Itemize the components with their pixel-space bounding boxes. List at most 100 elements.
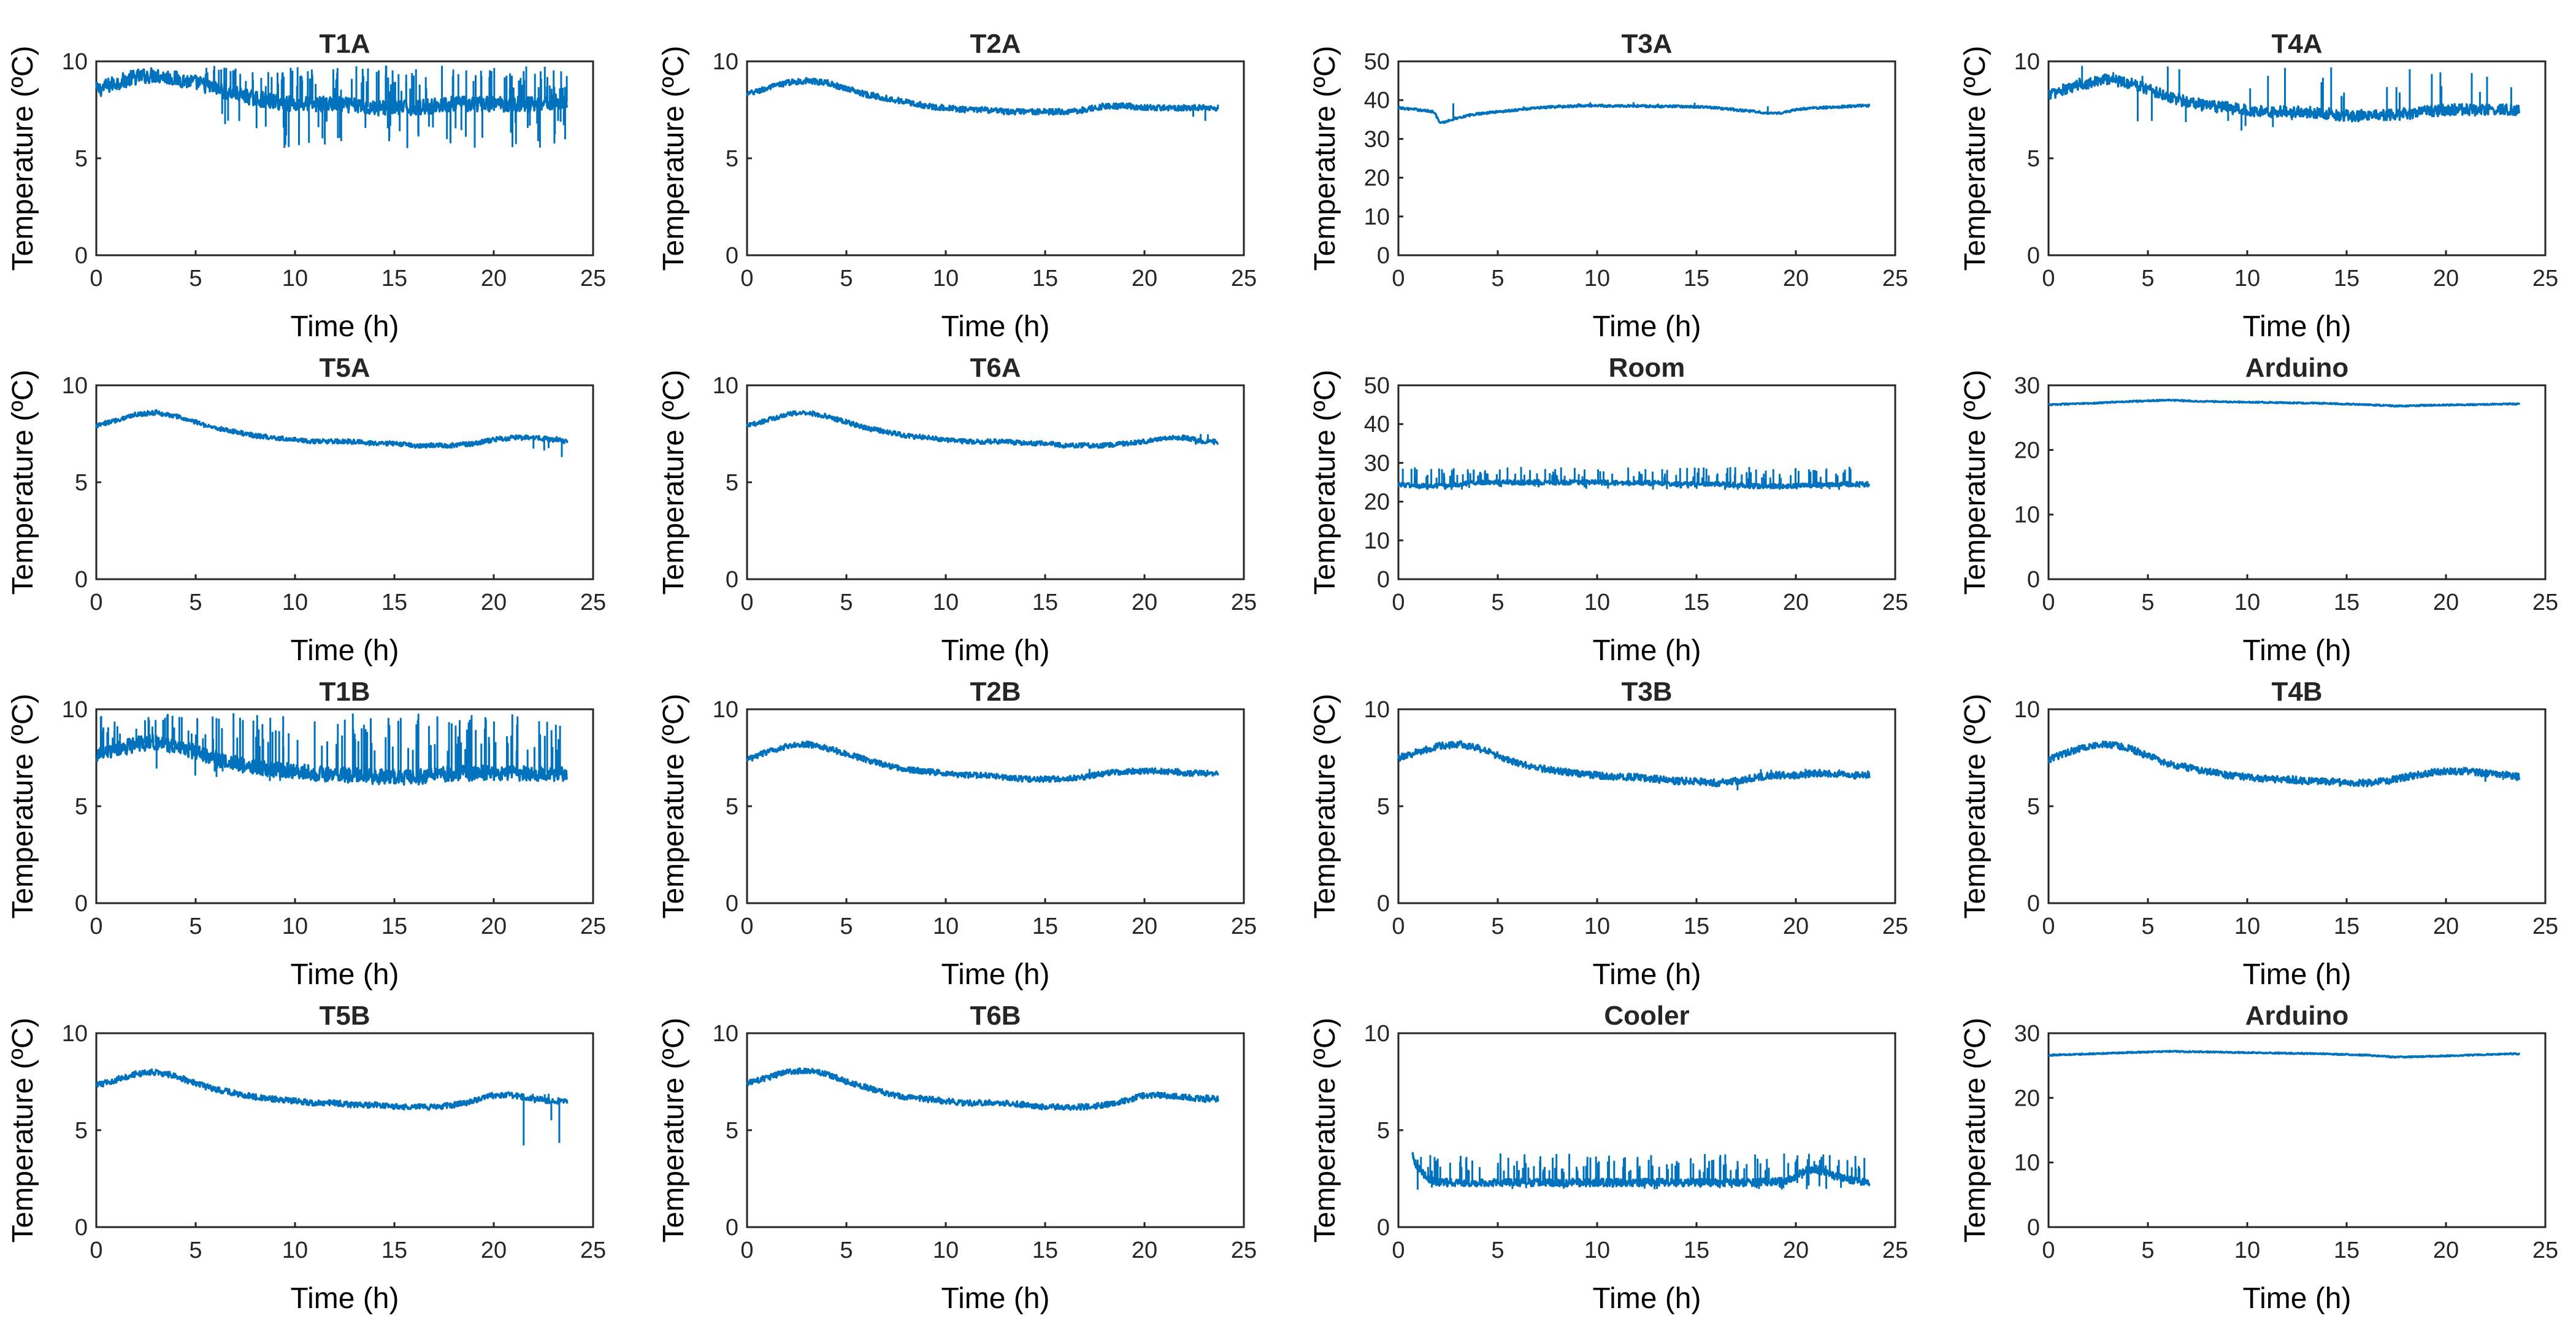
plot-axes-frame [746, 384, 1245, 580]
y-axis-label: Temperature (ºC) [7, 46, 39, 271]
x-tick-label: 15 [2334, 1238, 2359, 1263]
x-tick-label: 20 [2433, 266, 2459, 291]
x-tick-label: 25 [2532, 1238, 2558, 1263]
data-series-line [746, 410, 1219, 449]
x-axis-label: Time (h) [2243, 1282, 2352, 1315]
x-tick-label: 0 [1392, 590, 1405, 615]
x-tick-label: 20 [2433, 590, 2459, 615]
y-tick-label: 5 [75, 794, 88, 820]
x-tick-label: 0 [740, 1238, 753, 1263]
y-tick-label: 20 [2014, 437, 2040, 463]
y-axis-label: Temperature (ºC) [1959, 370, 1991, 595]
data-series-line [746, 77, 1219, 116]
y-tick-label: 0 [2027, 1215, 2040, 1241]
plot-axes-frame [1397, 708, 1896, 904]
y-tick-label: 10 [713, 1021, 738, 1047]
x-tick-label: 20 [481, 590, 507, 615]
y-tick-label: 5 [726, 794, 738, 820]
x-tick-label: 0 [90, 1238, 102, 1263]
x-tick-label: 25 [580, 914, 606, 939]
plot-title: T2B [970, 677, 1021, 707]
x-axis-label: Time (h) [1593, 310, 1701, 343]
plot-axes-frame [95, 1032, 594, 1228]
y-axis-label: Temperature (ºC) [657, 1018, 690, 1243]
y-tick-label: 0 [1377, 243, 1390, 269]
subplot-arduino-7: Arduino 0 5 10 15 20 25 0 10 20 30 Time (h) Temperat… [1959, 353, 2558, 667]
x-tick-label: 20 [1783, 1238, 1809, 1263]
subplot-t2a-1: T2A 0 5 10 15 20 25 0 5 10 Time (h) Temperature (ºC… [657, 29, 1257, 343]
x-tick-label: 15 [381, 266, 407, 291]
x-tick-label: 5 [2141, 1238, 2154, 1263]
plot-title: T4A [2271, 29, 2322, 59]
x-tick-label: 10 [282, 590, 308, 615]
x-tick-label: 5 [1491, 1238, 1504, 1263]
y-tick-label: 0 [75, 891, 88, 917]
y-axis-label: Temperature (ºC) [7, 370, 39, 595]
plot-title: Arduino [2245, 353, 2349, 383]
y-tick-label: 0 [1377, 567, 1390, 593]
y-axis-label: Temperature (ºC) [7, 1018, 39, 1243]
x-tick-label: 10 [1584, 1238, 1610, 1263]
y-axis-label: Temperature (ºC) [1309, 370, 1341, 595]
data-series-line [95, 734, 568, 786]
x-tick-label: 20 [2433, 914, 2459, 939]
x-tick-label: 0 [2042, 590, 2055, 615]
plot-title: T6B [970, 1001, 1021, 1031]
x-tick-label: 25 [1231, 914, 1257, 939]
x-tick-label: 5 [2141, 914, 2154, 939]
x-tick-label: 10 [1584, 266, 1610, 291]
plot-title: T5B [319, 1001, 370, 1031]
y-tick-label: 30 [1364, 450, 1390, 476]
y-tick-label: 0 [75, 1215, 88, 1241]
y-tick-label: 10 [713, 697, 738, 723]
y-tick-label: 30 [2014, 1021, 2040, 1047]
subplot-cooler-14: Cooler 0 5 10 15 20 25 0 5 10 Time (h) Temperature … [1309, 1001, 1908, 1315]
plot-axes-frame [2047, 708, 2547, 904]
x-tick-label: 25 [1882, 266, 1908, 291]
subplot-t3b-10: T3B 0 5 10 15 20 25 0 5 10 Time (h) Temperature (ºC… [1309, 677, 1908, 991]
x-tick-label: 15 [381, 1238, 407, 1263]
y-tick-label: 0 [726, 567, 738, 593]
x-tick-label: 15 [1684, 1238, 1709, 1263]
y-tick-label: 10 [2014, 1150, 2040, 1176]
x-tick-label: 25 [1882, 590, 1908, 615]
x-tick-label: 0 [2042, 1238, 2055, 1263]
y-axis-label: Temperature (ºC) [1959, 694, 1991, 919]
subplot-t1b-8: T1B 0 5 10 15 20 25 0 5 10 Time (h) Temperature (ºC… [7, 677, 606, 991]
subplot-t5a-4: T5A 0 5 10 15 20 25 0 5 10 Time (h) Temperature (ºC… [7, 353, 606, 667]
x-tick-label: 0 [740, 266, 753, 291]
y-tick-label: 0 [1377, 891, 1390, 917]
y-tick-label: 10 [2014, 49, 2040, 75]
y-tick-label: 50 [1364, 373, 1390, 399]
plot-title: Room [1609, 353, 1685, 383]
subplot-room-6: Room 0 5 10 15 20 25 0 10 20 30 40 50 Time (h) Tempera… [1309, 353, 1908, 667]
x-tick-label: 5 [840, 590, 853, 615]
x-axis-label: Time (h) [941, 634, 1050, 667]
plot-title: Arduino [2245, 1001, 2349, 1031]
y-tick-label: 20 [2014, 1085, 2040, 1111]
x-tick-label: 15 [381, 914, 407, 939]
x-tick-label: 25 [1231, 590, 1257, 615]
x-axis-label: Time (h) [2243, 958, 2352, 991]
data-series-line [746, 740, 1219, 784]
x-tick-label: 20 [1783, 266, 1809, 291]
x-tick-label: 5 [1491, 914, 1504, 939]
y-tick-label: 5 [2027, 146, 2040, 172]
x-tick-label: 10 [933, 1238, 959, 1263]
plot-axes-frame [2047, 1032, 2547, 1228]
y-tick-label: 30 [2014, 373, 2040, 399]
data-series-line [1397, 103, 1871, 125]
x-axis-label: Time (h) [291, 958, 399, 991]
y-tick-label: 0 [726, 1215, 738, 1241]
x-tick-label: 25 [580, 1238, 606, 1263]
data-series-line [2047, 741, 2521, 788]
x-tick-label: 0 [740, 590, 753, 615]
plot-title: T2A [970, 29, 1021, 59]
x-tick-label: 10 [282, 1238, 308, 1263]
x-axis-label: Time (h) [291, 310, 399, 343]
x-tick-label: 0 [2042, 914, 2055, 939]
y-tick-label: 5 [726, 470, 738, 496]
y-axis-label: Temperature (ºC) [1959, 46, 1991, 271]
data-series-line [2047, 398, 2521, 408]
y-axis-label: Temperature (ºC) [1309, 46, 1341, 271]
